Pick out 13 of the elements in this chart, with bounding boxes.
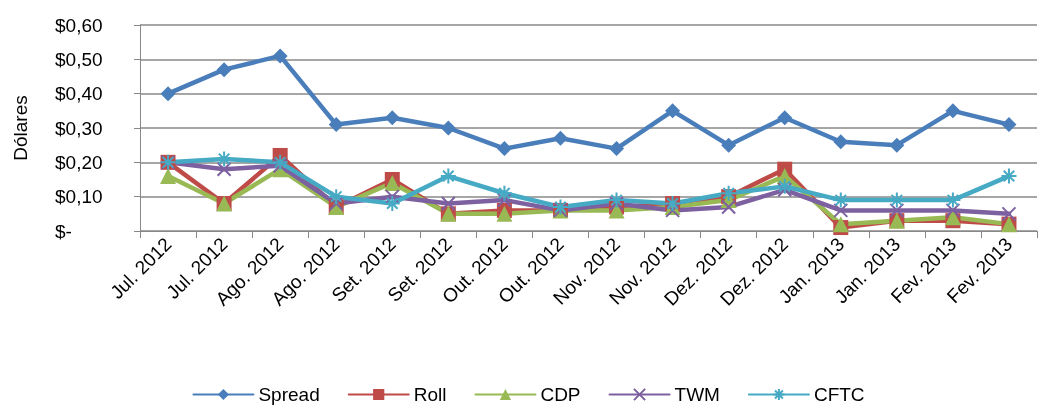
legend-label: TWM <box>674 384 720 405</box>
y-tick-label: $0,60 <box>55 14 103 36</box>
legend-label: CFTC <box>813 384 865 405</box>
y-tick-label: $0,50 <box>55 48 103 70</box>
y-axis-title: Dólares <box>10 95 31 161</box>
y-tick-label: $0,30 <box>55 117 103 139</box>
y-tick-label: $- <box>55 220 72 242</box>
legend-label: Roll <box>413 384 447 405</box>
y-tick-label: $0,20 <box>55 151 103 173</box>
legend-label: Spread <box>258 384 320 405</box>
y-tick-label: $0,40 <box>55 83 103 105</box>
legend-label: CDP <box>540 384 581 405</box>
y-tick-label: $0,10 <box>55 186 103 208</box>
